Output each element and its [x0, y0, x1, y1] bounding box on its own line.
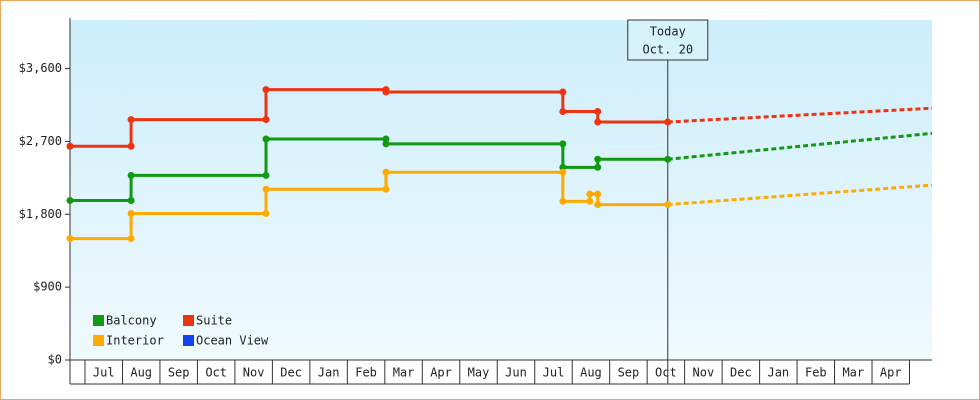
- point: [262, 171, 270, 179]
- point: [382, 185, 390, 193]
- x-tick-label: Mar: [393, 366, 415, 380]
- legend-swatch: [183, 315, 194, 326]
- legend-swatch: [93, 335, 104, 346]
- forecast-line: [667, 106, 933, 124]
- legend-label: Balcony: [106, 314, 157, 328]
- x-tick-label: Oct: [655, 366, 677, 380]
- legend-label: Interior: [106, 334, 164, 348]
- point: [664, 155, 672, 163]
- point: [66, 142, 74, 150]
- x-tick-label: Oct: [205, 366, 227, 380]
- point: [66, 235, 74, 243]
- point: [559, 140, 567, 148]
- x-tick-label: Feb: [355, 366, 377, 380]
- point: [594, 155, 602, 163]
- point: [127, 209, 135, 217]
- point: [594, 118, 602, 126]
- forecast-line: [667, 131, 933, 161]
- today-box: [627, 19, 709, 61]
- x-tick-label: Jan: [767, 366, 789, 380]
- point: [382, 88, 390, 96]
- point: [382, 168, 390, 176]
- point: [594, 107, 602, 115]
- legend-label: Suite: [196, 314, 232, 328]
- point: [664, 201, 672, 209]
- x-tick-label: Feb: [805, 366, 827, 380]
- x-tick-label: Sep: [168, 366, 190, 380]
- forecast-line: [667, 183, 933, 207]
- today-label: Oct. 20: [642, 43, 693, 57]
- point: [594, 201, 602, 209]
- y-tick-label: $3,600: [19, 61, 62, 75]
- x-tick-label: Nov: [693, 366, 715, 380]
- point: [559, 88, 567, 96]
- point: [262, 116, 270, 124]
- point: [559, 168, 567, 176]
- x-tick-label: Sep: [618, 366, 640, 380]
- plot-area: [70, 20, 932, 360]
- point: [586, 197, 594, 205]
- point: [127, 171, 135, 179]
- point: [664, 118, 672, 126]
- point: [586, 190, 594, 198]
- x-tick-label: Aug: [580, 366, 602, 380]
- point: [127, 197, 135, 205]
- point: [382, 140, 390, 148]
- x-tick-label: Nov: [243, 366, 265, 380]
- x-tick-label: Apr: [880, 366, 902, 380]
- point: [262, 135, 270, 143]
- y-tick-label: $900: [33, 280, 62, 294]
- point: [262, 86, 270, 94]
- point: [127, 116, 135, 124]
- point: [66, 197, 74, 205]
- point: [127, 235, 135, 243]
- y-tick-label: $1,800: [19, 207, 62, 221]
- y-tick-label: $0: [48, 353, 62, 367]
- x-tick-label: Jan: [318, 366, 340, 380]
- point: [127, 142, 135, 150]
- legend-swatch: [183, 335, 194, 346]
- x-tick-label: Apr: [430, 366, 452, 380]
- x-tick-label: Jul: [543, 366, 565, 380]
- x-tick-label: Jul: [93, 366, 115, 380]
- x-tick-label: Dec: [280, 366, 302, 380]
- x-tick-label: Mar: [842, 366, 864, 380]
- x-tick-label: Dec: [730, 366, 752, 380]
- point: [559, 197, 567, 205]
- point: [594, 190, 602, 198]
- x-tick-label: May: [468, 366, 490, 380]
- point: [382, 135, 390, 143]
- point: [594, 163, 602, 171]
- today-label: Today: [650, 25, 686, 39]
- legend-swatch: [93, 315, 104, 326]
- point: [262, 185, 270, 193]
- point: [559, 163, 567, 171]
- legend-label: Ocean View: [196, 334, 269, 348]
- x-tick-label: Aug: [130, 366, 152, 380]
- x-tick-label: Jun: [505, 366, 527, 380]
- point: [559, 107, 567, 115]
- y-tick-label: $2,700: [19, 134, 62, 148]
- point: [262, 209, 270, 217]
